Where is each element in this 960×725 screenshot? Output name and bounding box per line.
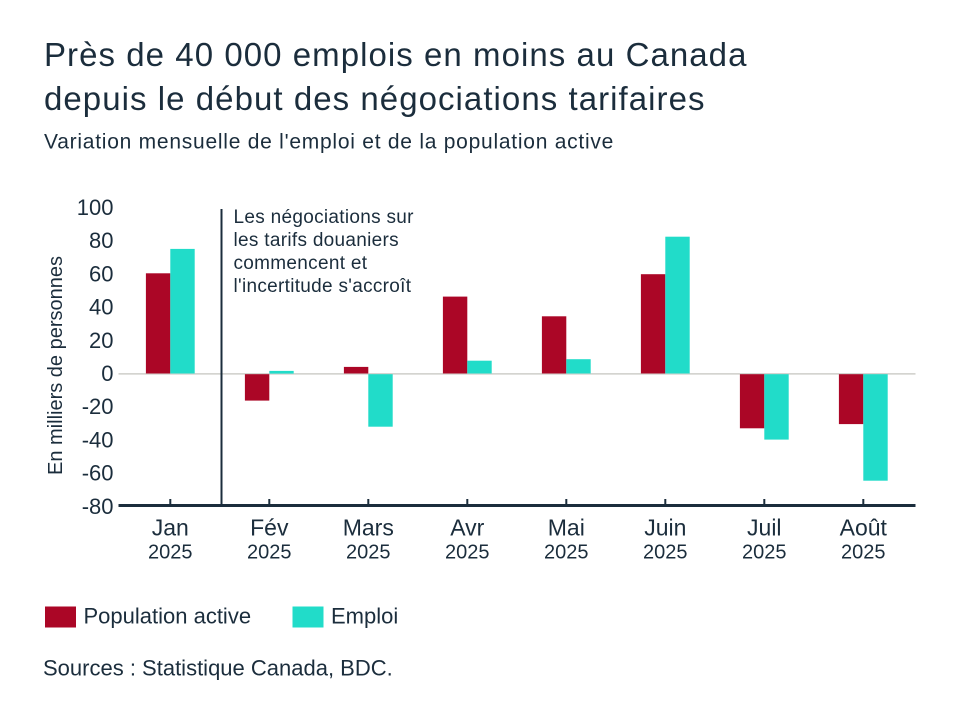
svg-text:-40: -40 (82, 427, 114, 452)
svg-text:En milliers de personnes: En milliers de personnes (45, 256, 67, 475)
svg-text:Fév: Fév (250, 514, 289, 540)
svg-text:Emploi: Emploi (331, 604, 398, 629)
svg-text:Mars: Mars (343, 514, 394, 540)
svg-text:-80: -80 (82, 494, 114, 519)
svg-text:Mai: Mai (548, 514, 585, 540)
svg-text:commencent et: commencent et (234, 253, 368, 274)
svg-text:Sources : Statistique Canada,: Sources : Statistique Canada, BDC. (43, 655, 393, 680)
svg-text:-60: -60 (82, 461, 114, 486)
svg-text:80: 80 (89, 228, 113, 253)
svg-text:depuis le début des négociatio: depuis le début des négociations tarifai… (44, 80, 706, 117)
svg-text:2025: 2025 (544, 541, 589, 563)
svg-text:-20: -20 (82, 394, 114, 419)
svg-text:Près de 40 000 emplois en moin: Près de 40 000 emplois en moins au Canad… (44, 36, 747, 73)
svg-text:Population active: Population active (84, 604, 252, 629)
svg-text:Variation mensuelle de l'emplo: Variation mensuelle de l'emploi et de la… (44, 130, 614, 153)
svg-text:Avr: Avr (450, 514, 484, 540)
svg-text:100: 100 (77, 195, 114, 220)
svg-text:60: 60 (89, 261, 113, 286)
svg-text:40: 40 (89, 295, 113, 320)
svg-text:Août: Août (840, 514, 888, 540)
svg-text:2025: 2025 (445, 541, 490, 563)
svg-text:Les négociations sur: Les négociations sur (234, 207, 415, 228)
svg-text:Jan: Jan (152, 514, 189, 540)
svg-text:Juil: Juil (747, 514, 782, 540)
svg-text:2025: 2025 (841, 541, 886, 563)
svg-text:l'incertitude s'accroît: l'incertitude s'accroît (234, 276, 412, 297)
svg-text:2025: 2025 (247, 541, 292, 563)
svg-text:0: 0 (101, 361, 113, 386)
svg-text:2025: 2025 (643, 541, 688, 563)
svg-text:2025: 2025 (346, 541, 391, 563)
svg-text:2025: 2025 (742, 541, 787, 563)
svg-text:les tarifs douaniers: les tarifs douaniers (234, 230, 399, 251)
svg-text:Juin: Juin (644, 514, 686, 540)
svg-text:20: 20 (89, 328, 113, 353)
svg-text:2025: 2025 (148, 541, 193, 563)
